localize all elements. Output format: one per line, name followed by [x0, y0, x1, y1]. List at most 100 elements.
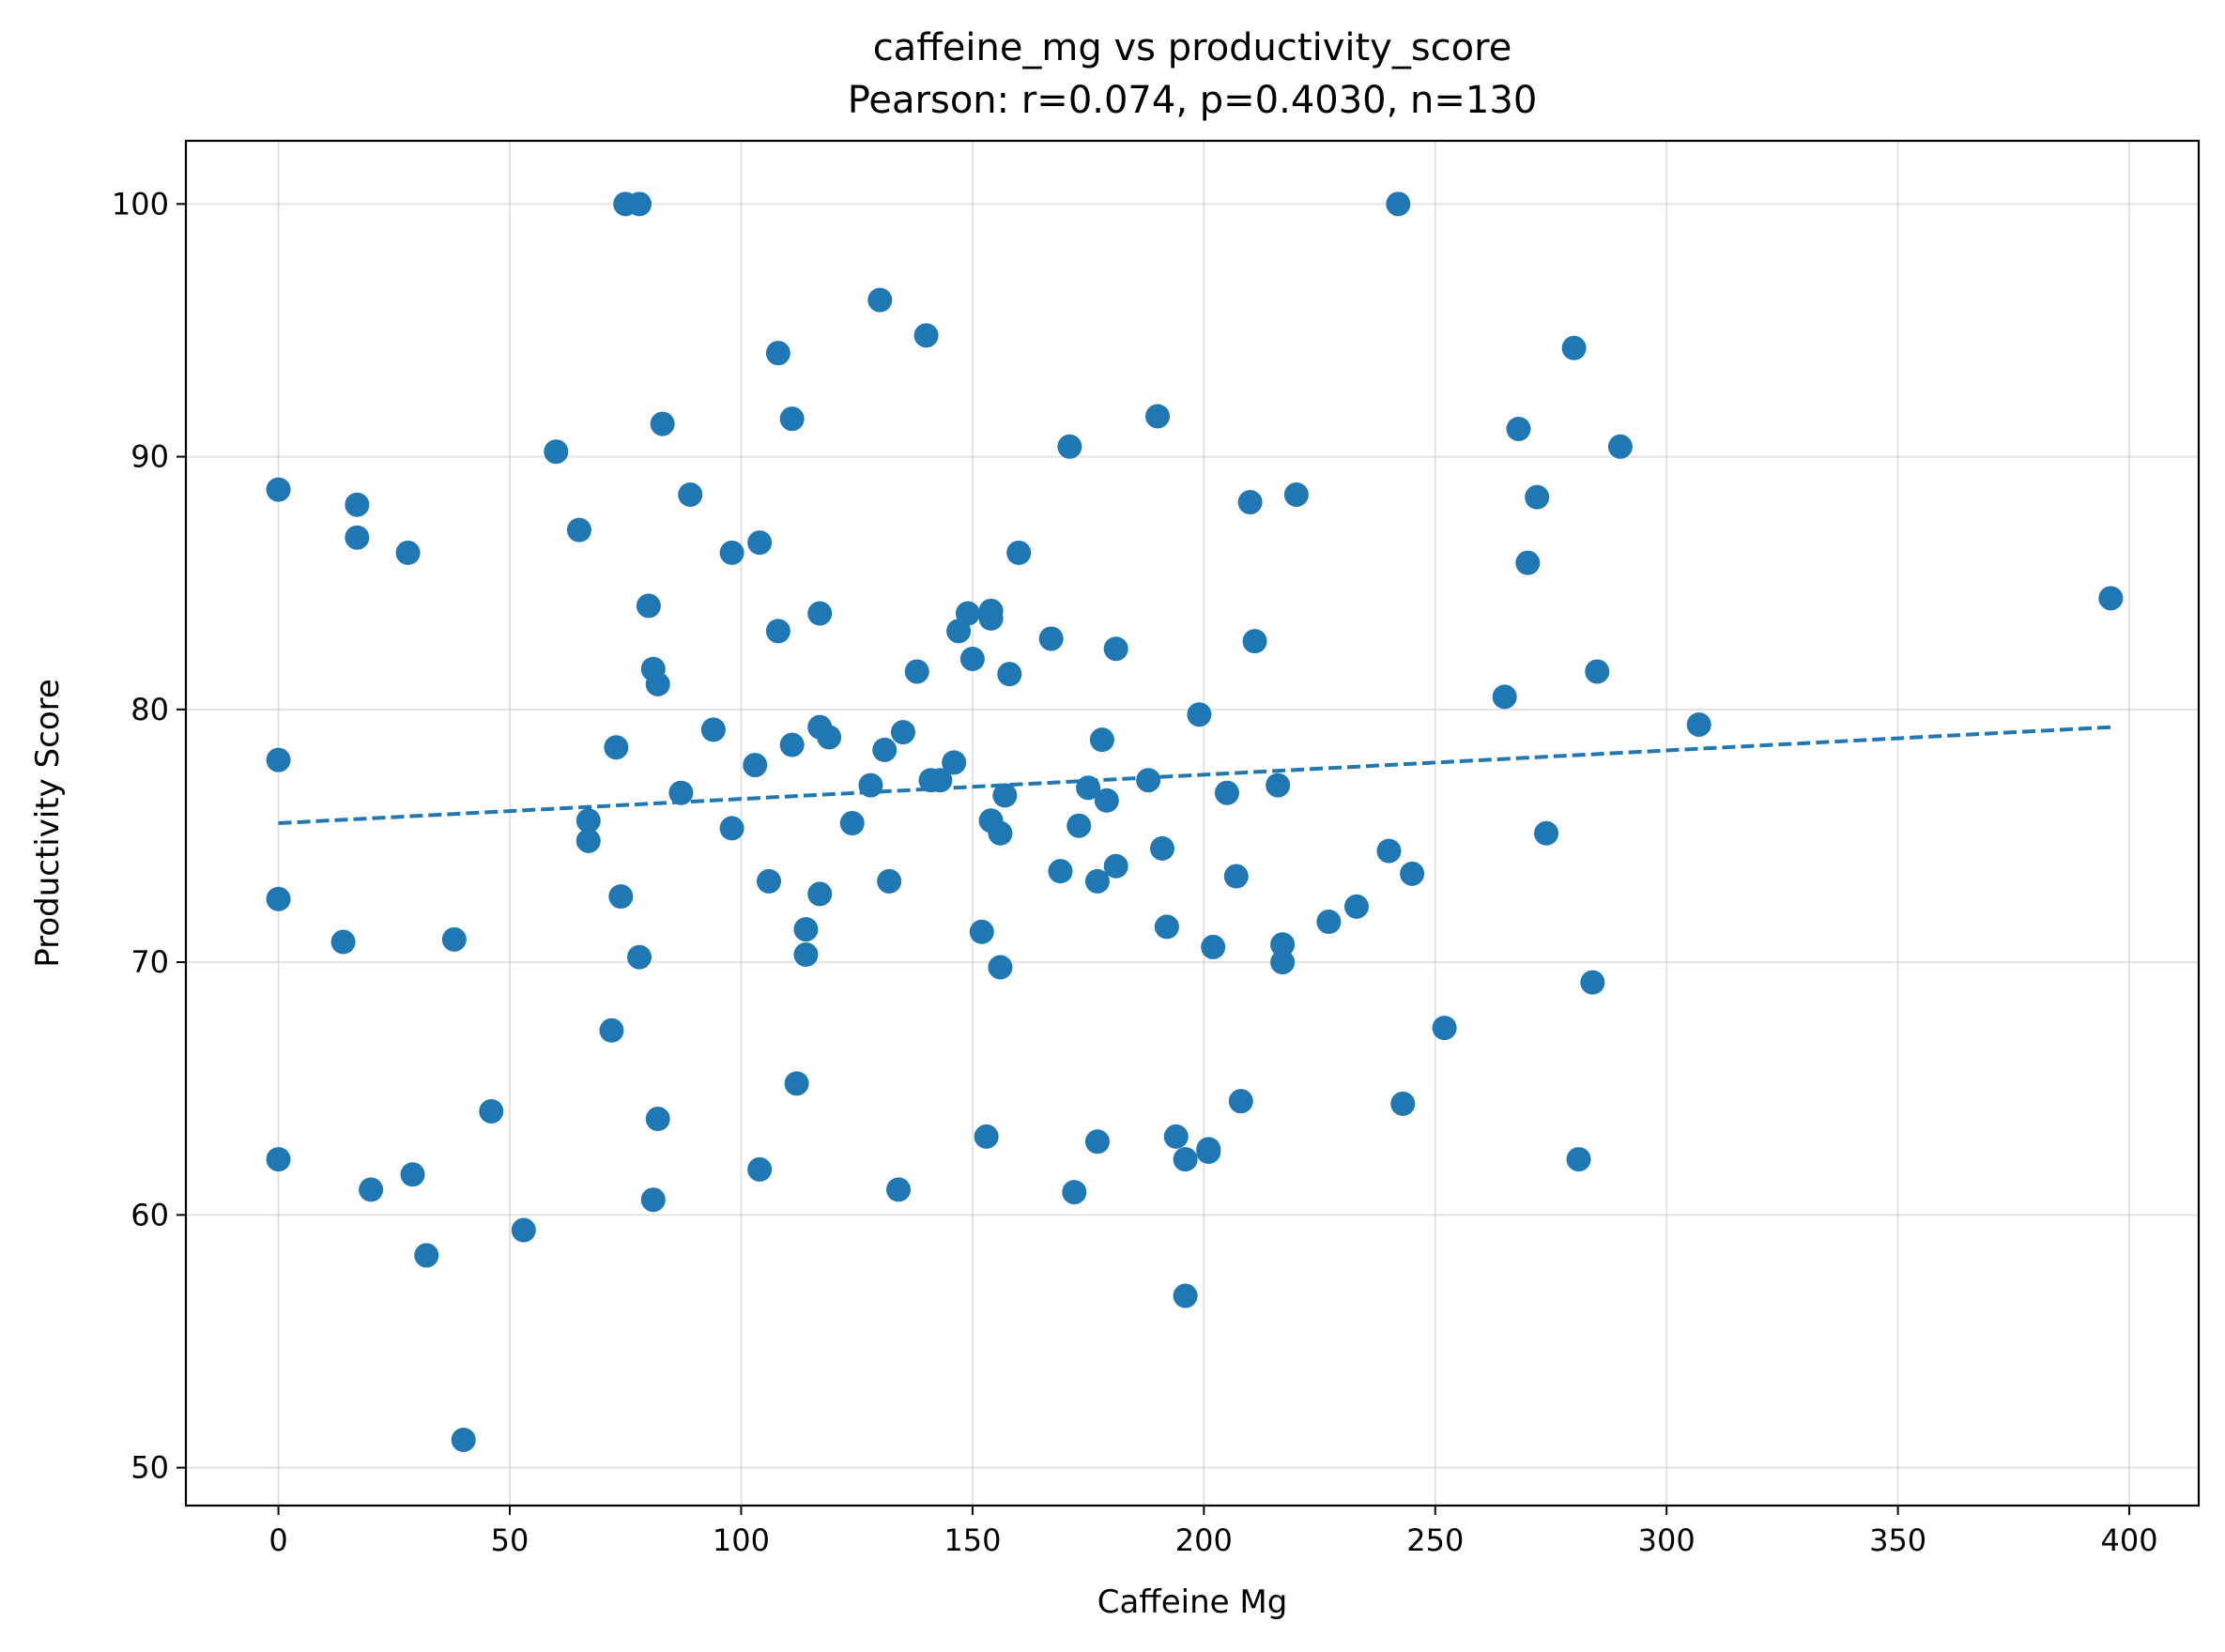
x-tick-label: 400 — [2101, 1522, 2158, 1558]
scatter-point — [1084, 1129, 1110, 1155]
scatter-point — [645, 1107, 670, 1132]
scatter-point — [2098, 586, 2124, 611]
scatter-point — [1228, 1089, 1253, 1114]
scatter-point — [1561, 335, 1587, 360]
x-tick-label: 50 — [491, 1522, 529, 1558]
scatter-point — [1163, 1124, 1189, 1149]
scatter-point — [955, 601, 980, 626]
scatter-point — [1149, 835, 1174, 861]
scatter-point — [1173, 1147, 1198, 1172]
scatter-point — [345, 525, 370, 550]
scatter-point — [942, 750, 967, 775]
scatter-point — [511, 1217, 536, 1243]
scatter-point — [779, 406, 805, 432]
scatter-point — [839, 811, 865, 835]
scatter-point — [1136, 768, 1161, 793]
x-tick-label: 200 — [1175, 1522, 1233, 1558]
scatter-point — [1066, 813, 1092, 838]
x-tick-label: 350 — [1869, 1522, 1926, 1558]
scatter-point — [913, 323, 939, 348]
scatter-point — [1103, 636, 1128, 662]
scatter-point — [793, 942, 819, 968]
scatter-point — [867, 287, 893, 313]
scatter-point — [872, 737, 898, 762]
scatter-point — [1686, 711, 1711, 737]
scatter-point — [1084, 868, 1110, 894]
scatter-point — [1187, 702, 1212, 727]
scatter-point — [1062, 1180, 1087, 1205]
scatter-point — [886, 1177, 912, 1202]
scatter-point — [1390, 1091, 1416, 1116]
scatter-point — [599, 1017, 624, 1043]
scatter-point — [1196, 1140, 1221, 1165]
scatter-point — [400, 1162, 425, 1187]
scatter-point — [1376, 838, 1402, 864]
scatter-point — [997, 662, 1022, 687]
scatter-point — [793, 917, 819, 942]
y-tick-label: 100 — [112, 186, 169, 222]
scatter-point — [719, 540, 744, 565]
scatter-point — [1173, 1283, 1198, 1308]
plot-frame — [184, 139, 2201, 1507]
x-tick-label: 300 — [1638, 1522, 1696, 1558]
scatter-point — [988, 955, 1013, 980]
scatter-point — [1103, 853, 1128, 879]
trend-line — [278, 725, 2111, 825]
scatter-point — [1607, 434, 1633, 459]
scatter-point — [608, 884, 634, 910]
scatter-point — [645, 671, 670, 696]
scatter-point — [266, 1147, 291, 1172]
scatter-point — [1145, 404, 1171, 429]
scatter-point — [858, 772, 883, 798]
scatter-point — [1525, 484, 1550, 510]
scatter-point — [807, 601, 833, 626]
scatter-point — [779, 732, 805, 757]
x-tick-label: 250 — [1406, 1522, 1464, 1558]
scatter-point — [1214, 780, 1239, 805]
scatter-point — [1343, 894, 1369, 919]
scatter-point — [1400, 861, 1425, 886]
scatter-point — [904, 659, 929, 684]
scatter-point — [807, 881, 833, 907]
x-tick-label: 100 — [713, 1522, 770, 1558]
scatter-point — [757, 868, 782, 894]
scatter-point — [330, 929, 356, 955]
scatter-point — [1242, 629, 1267, 654]
scatter-point — [1566, 1147, 1591, 1172]
scatter-point — [817, 725, 842, 750]
scatter-point — [1316, 910, 1342, 935]
scatter-point — [1506, 416, 1531, 441]
y-tick-label: 80 — [130, 692, 169, 727]
scatter-point — [1534, 820, 1559, 846]
scatter-point — [479, 1098, 504, 1124]
scatter-point — [1270, 932, 1296, 957]
scatter-point — [1201, 934, 1226, 959]
axis-ticks: 0 50 100 150 200 250 300 350 400 50 60 70 80 90 100 — [112, 186, 2158, 1558]
scatter-point — [575, 828, 601, 853]
y-tick-label: 90 — [130, 439, 169, 475]
scatter-point — [266, 886, 291, 911]
scatter-point — [1094, 788, 1119, 813]
scatter-point — [1006, 540, 1032, 565]
scatter-point — [890, 720, 915, 745]
scatter-point — [1386, 191, 1411, 217]
scatter-point — [441, 926, 467, 952]
scatter-point — [1237, 490, 1263, 515]
scatter-point — [266, 747, 291, 772]
scatter-point — [765, 619, 790, 644]
scatter-point — [678, 482, 703, 507]
x-axis-label: Caffeine Mg — [1097, 1583, 1288, 1621]
scatter-point — [1266, 772, 1291, 798]
scatter-point — [266, 477, 291, 502]
scatter-point — [1057, 434, 1082, 459]
scatter-point — [700, 717, 726, 742]
y-tick-label: 60 — [130, 1197, 169, 1232]
scatter-point — [627, 944, 652, 970]
y-tick-label: 70 — [130, 944, 169, 980]
scatter-point — [544, 439, 569, 465]
x-tick-label: 0 — [269, 1522, 287, 1558]
scatter-point — [668, 780, 694, 805]
x-tick-label: 150 — [944, 1522, 1001, 1558]
scatter-point — [1048, 859, 1073, 884]
scatter-point — [395, 540, 421, 565]
